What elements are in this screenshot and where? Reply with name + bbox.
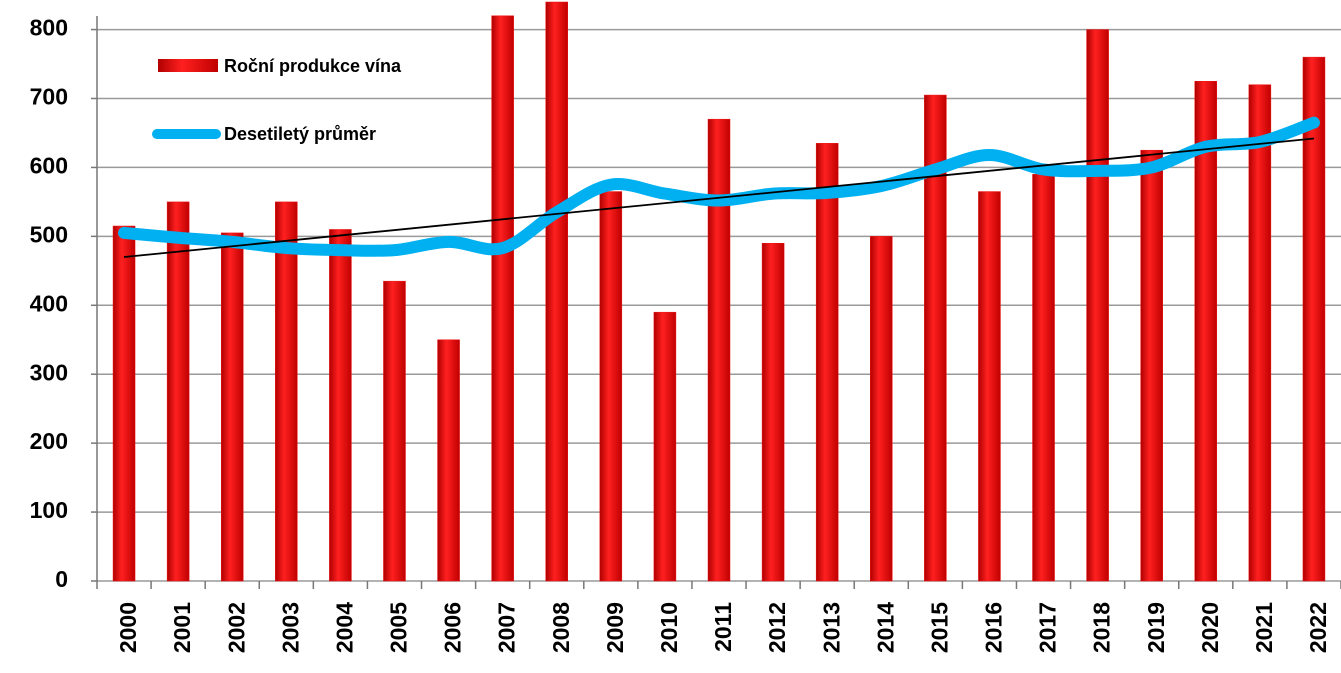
bar xyxy=(924,94,947,582)
x-tick-label: 2019 xyxy=(1143,602,1169,653)
legend-label: Desetiletý průměr xyxy=(224,124,376,144)
bar xyxy=(815,143,839,582)
y-tick-label: 300 xyxy=(30,359,68,385)
bar xyxy=(112,225,136,582)
bar xyxy=(275,201,298,582)
y-tick-label: 100 xyxy=(30,497,68,523)
bar xyxy=(1194,81,1218,582)
y-tick-label: 400 xyxy=(30,290,68,316)
bar xyxy=(1248,84,1272,582)
y-tick-label: 200 xyxy=(30,428,68,454)
y-tick-label: 0 xyxy=(55,566,68,592)
x-tick-label: 2009 xyxy=(602,602,628,653)
line xyxy=(118,116,1320,257)
x-tick-label: 2015 xyxy=(926,602,952,653)
bar xyxy=(978,191,1001,582)
x-tick-label: 2022 xyxy=(1305,602,1331,653)
x-tick-label: 2011 xyxy=(710,602,736,652)
legend-label: Roční produkce vína xyxy=(224,56,402,76)
bar xyxy=(383,280,406,582)
x-tick-label: 2013 xyxy=(818,602,844,653)
x-tick-label: 2007 xyxy=(494,602,520,653)
bar xyxy=(437,339,460,582)
bar xyxy=(220,232,244,582)
x-tick-label: 2002 xyxy=(223,602,249,653)
x-tick-label: 2005 xyxy=(386,602,412,653)
y-tick-label: 800 xyxy=(30,15,68,41)
y-tick-label: 500 xyxy=(30,221,68,247)
bar xyxy=(761,243,785,582)
bar xyxy=(1086,29,1109,582)
bar xyxy=(1302,56,1326,582)
bar xyxy=(653,311,677,582)
x-tick-label: 2014 xyxy=(872,602,898,653)
x-tick-label: 2000 xyxy=(115,602,141,653)
x-tick-label: 2008 xyxy=(548,602,574,653)
bar xyxy=(870,236,893,582)
x-tick-label: 2010 xyxy=(656,602,682,653)
bar xyxy=(1140,149,1163,582)
x-tick-label: 2016 xyxy=(981,602,1007,653)
x-tick-label: 2006 xyxy=(440,602,466,653)
bar xyxy=(329,229,352,582)
bar xyxy=(599,191,623,582)
x-tick-label: 2021 xyxy=(1251,602,1277,653)
x-tick-label: 2003 xyxy=(277,602,303,653)
legend-swatch xyxy=(158,59,218,72)
x-tick-label: 2012 xyxy=(764,602,790,653)
x-tick-label: 2004 xyxy=(331,602,357,653)
y-tick-label: 600 xyxy=(30,153,68,179)
x-tick-label: 2001 xyxy=(169,602,195,653)
trend-line xyxy=(123,137,1315,258)
bar xyxy=(707,118,731,582)
x-tick-label: 2020 xyxy=(1197,602,1223,653)
bar xyxy=(1032,174,1055,582)
y-tick-label: 700 xyxy=(30,84,68,110)
bar xyxy=(166,201,190,582)
bar xyxy=(545,1,568,582)
bar xyxy=(491,15,514,582)
x-tick-label: 2017 xyxy=(1035,602,1061,653)
x-tick-label: 2018 xyxy=(1089,602,1115,653)
